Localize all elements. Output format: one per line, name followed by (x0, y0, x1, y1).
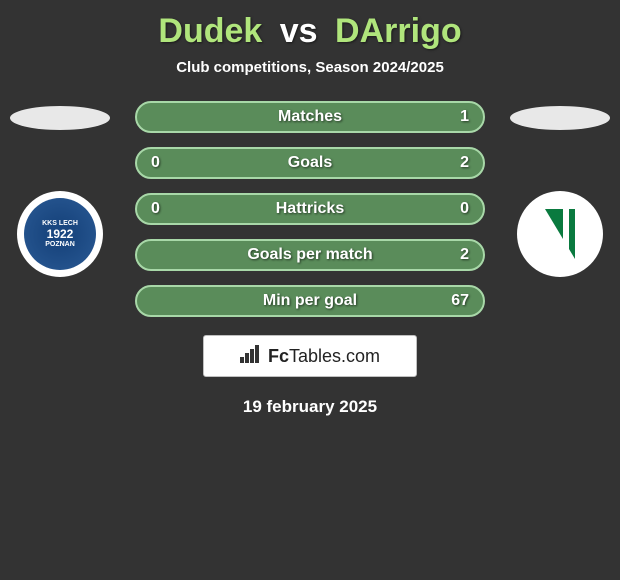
stat-row-min-per-goal: Min per goal 67 (135, 285, 485, 317)
stat-label: Matches (278, 108, 342, 126)
subtitle: Club competitions, Season 2024/2025 (0, 59, 620, 76)
stat-label: Min per goal (263, 292, 357, 310)
crest-mid-text: 1922 (47, 227, 74, 241)
player1-name: Dudek (158, 12, 262, 50)
page-title: Dudek vs DArrigo (0, 0, 620, 59)
vs-text: vs (280, 12, 318, 50)
stat-right: 67 (451, 292, 469, 310)
branding-suffix: Tables.com (289, 346, 380, 366)
lech-poznan-crest: KKS LECH 1922 POZNAN (24, 198, 96, 270)
lechia-gdansk-crest (524, 198, 596, 270)
player1-silhouette (10, 106, 110, 130)
stat-row-hattricks: 0 Hattricks 0 (135, 193, 485, 225)
stat-label: Goals (288, 154, 332, 172)
stat-right: 2 (460, 154, 469, 172)
branding-prefix: Fc (268, 346, 289, 366)
stat-right: 0 (460, 200, 469, 218)
date-text: 19 february 2025 (10, 397, 610, 417)
player2-silhouette (510, 106, 610, 130)
stat-left: 0 (151, 200, 160, 218)
club-logo-left: KKS LECH 1922 POZNAN (17, 191, 103, 277)
stat-row-goals-per-match: Goals per match 2 (135, 239, 485, 271)
branding-box: FcTables.com (203, 335, 417, 377)
stat-row-goals: 0 Goals 2 (135, 147, 485, 179)
stat-right: 2 (460, 246, 469, 264)
flag-icon (545, 209, 575, 259)
stat-label: Goals per match (247, 246, 372, 264)
club-logo-right (517, 191, 603, 277)
stat-row-matches: Matches 1 (135, 101, 485, 133)
main-area: KKS LECH 1922 POZNAN Matches 1 0 Goals 2… (0, 101, 620, 417)
stat-left: 0 (151, 154, 160, 172)
chart-icon (240, 345, 262, 368)
branding-text: FcTables.com (268, 346, 380, 367)
crest-top-text: KKS LECH (42, 220, 78, 227)
stat-label: Hattricks (276, 200, 344, 218)
crest-bot-text: POZNAN (45, 241, 75, 248)
player2-name: DArrigo (335, 12, 462, 50)
stat-rows: Matches 1 0 Goals 2 0 Hattricks 0 Goals … (135, 101, 485, 317)
stat-right: 1 (460, 108, 469, 126)
